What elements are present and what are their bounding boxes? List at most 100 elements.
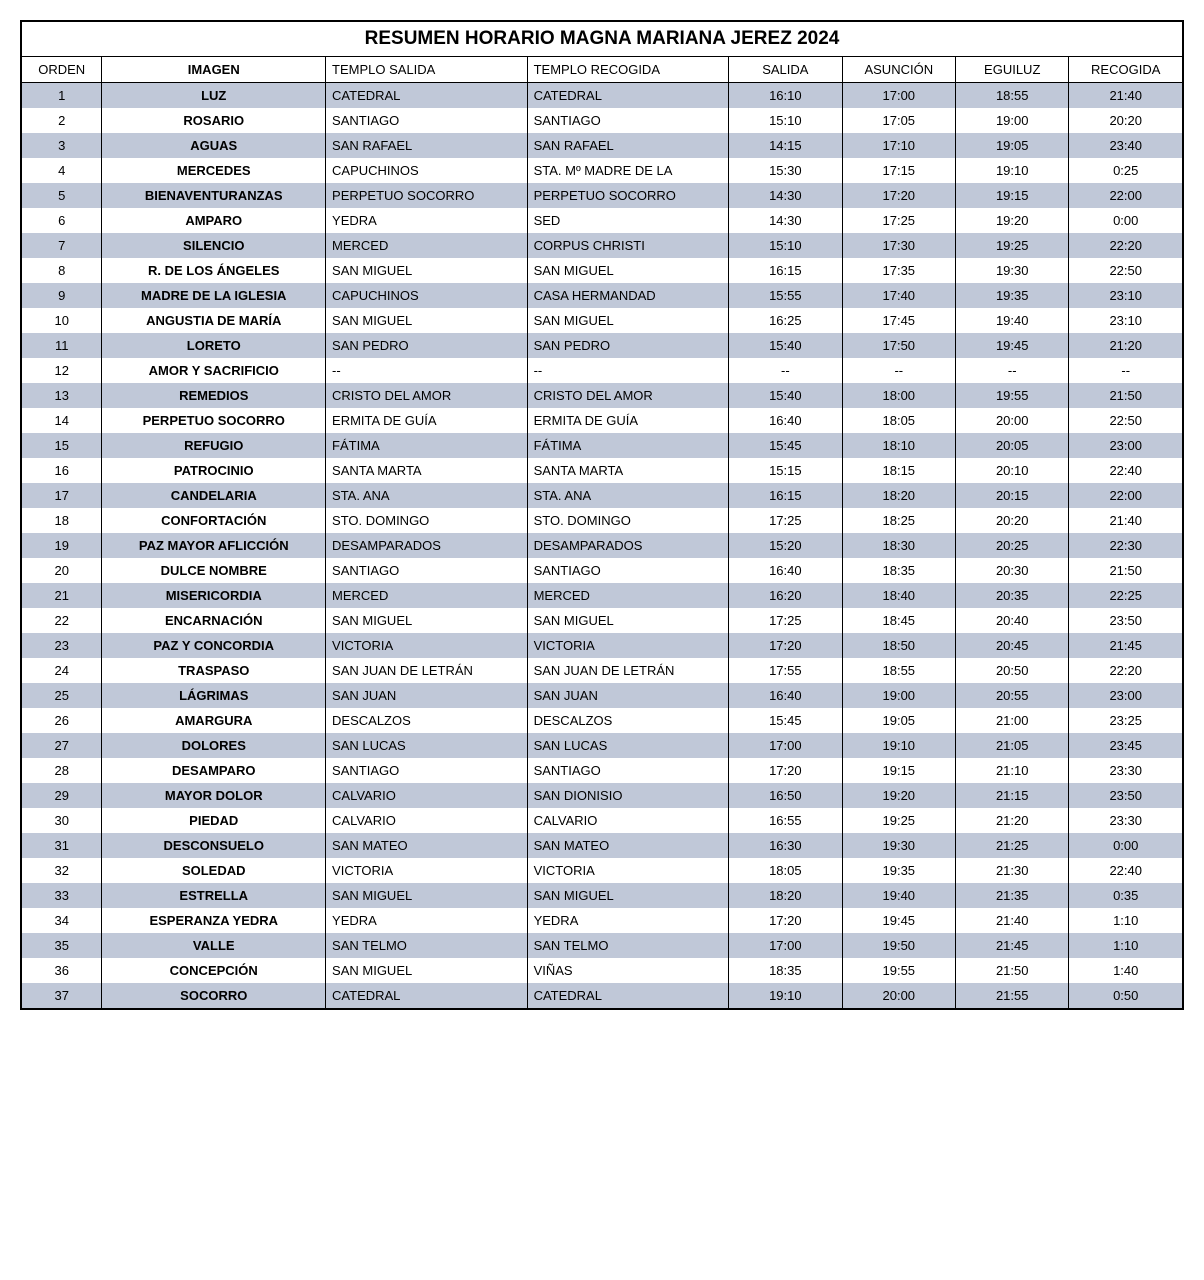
cell-templo-salida: SANTIAGO — [326, 758, 528, 783]
col-recogida: RECOGIDA — [1069, 57, 1183, 83]
cell-templo-salida: PERPETUO SOCORRO — [326, 183, 528, 208]
cell-recogida: 23:00 — [1069, 683, 1183, 708]
cell-templo-recogida: SANTIAGO — [527, 558, 729, 583]
cell-templo-salida: STO. DOMINGO — [326, 508, 528, 533]
cell-orden: 37 — [21, 983, 102, 1009]
cell-salida: 16:40 — [729, 408, 842, 433]
cell-salida: 16:20 — [729, 583, 842, 608]
cell-templo-recogida: DESAMPARADOS — [527, 533, 729, 558]
cell-eguiluz: 19:00 — [956, 108, 1069, 133]
cell-imagen: MADRE DE LA IGLESIA — [102, 283, 326, 308]
cell-imagen: LUZ — [102, 83, 326, 109]
table-row: 29MAYOR DOLORCALVARIOSAN DIONISIO16:5019… — [21, 783, 1183, 808]
cell-salida: 15:40 — [729, 333, 842, 358]
cell-salida: 17:55 — [729, 658, 842, 683]
cell-imagen: DESCONSUELO — [102, 833, 326, 858]
cell-imagen: ANGUSTIA DE MARÍA — [102, 308, 326, 333]
cell-salida: 17:25 — [729, 508, 842, 533]
cell-templo-recogida: VIÑAS — [527, 958, 729, 983]
cell-templo-salida: SAN MIGUEL — [326, 258, 528, 283]
cell-salida: 14:30 — [729, 208, 842, 233]
cell-recogida: 22:50 — [1069, 408, 1183, 433]
title-row: RESUMEN HORARIO MAGNA MARIANA JEREZ 2024 — [21, 21, 1183, 57]
table-row: 15REFUGIOFÁTIMAFÁTIMA15:4518:1020:0523:0… — [21, 433, 1183, 458]
cell-recogida: 1:10 — [1069, 933, 1183, 958]
cell-eguiluz: 19:05 — [956, 133, 1069, 158]
cell-templo-salida: SAN PEDRO — [326, 333, 528, 358]
cell-templo-recogida: VICTORIA — [527, 858, 729, 883]
col-templo-salida: TEMPLO SALIDA — [326, 57, 528, 83]
header-row: ORDEN IMAGEN TEMPLO SALIDA TEMPLO RECOGI… — [21, 57, 1183, 83]
cell-eguiluz: 21:05 — [956, 733, 1069, 758]
cell-templo-salida: SANTIAGO — [326, 108, 528, 133]
cell-recogida: 23:25 — [1069, 708, 1183, 733]
cell-templo-salida: YEDRA — [326, 208, 528, 233]
cell-asuncion: 18:45 — [842, 608, 955, 633]
cell-asuncion: 18:55 — [842, 658, 955, 683]
cell-templo-recogida: SAN PEDRO — [527, 333, 729, 358]
col-eguiluz: EGUILUZ — [956, 57, 1069, 83]
cell-orden: 22 — [21, 608, 102, 633]
cell-salida: 16:40 — [729, 683, 842, 708]
cell-templo-recogida: CASA HERMANDAD — [527, 283, 729, 308]
cell-templo-salida: MERCED — [326, 583, 528, 608]
cell-eguiluz: 21:55 — [956, 983, 1069, 1009]
cell-salida: 19:10 — [729, 983, 842, 1009]
table-row: 10ANGUSTIA DE MARÍASAN MIGUELSAN MIGUEL1… — [21, 308, 1183, 333]
document-container: RESUMEN HORARIO MAGNA MARIANA JEREZ 2024… — [20, 20, 1184, 1010]
cell-imagen: R. DE LOS ÁNGELES — [102, 258, 326, 283]
cell-orden: 3 — [21, 133, 102, 158]
col-imagen: IMAGEN — [102, 57, 326, 83]
table-row: 9MADRE DE LA IGLESIACAPUCHINOSCASA HERMA… — [21, 283, 1183, 308]
cell-orden: 8 — [21, 258, 102, 283]
cell-templo-recogida: SAN TELMO — [527, 933, 729, 958]
cell-salida: 15:55 — [729, 283, 842, 308]
cell-imagen: AGUAS — [102, 133, 326, 158]
cell-recogida: 22:40 — [1069, 458, 1183, 483]
cell-orden: 4 — [21, 158, 102, 183]
cell-salida: 17:20 — [729, 758, 842, 783]
cell-asuncion: 17:05 — [842, 108, 955, 133]
cell-templo-recogida: SANTIAGO — [527, 108, 729, 133]
cell-salida: 16:15 — [729, 258, 842, 283]
table-row: 6AMPAROYEDRASED14:3017:2519:200:00 — [21, 208, 1183, 233]
col-salida: SALIDA — [729, 57, 842, 83]
cell-imagen: DULCE NOMBRE — [102, 558, 326, 583]
cell-asuncion: 19:50 — [842, 933, 955, 958]
table-row: 35VALLESAN TELMOSAN TELMO17:0019:5021:45… — [21, 933, 1183, 958]
cell-templo-salida: VICTORIA — [326, 858, 528, 883]
cell-imagen: PAZ MAYOR AFLICCIÓN — [102, 533, 326, 558]
cell-salida: 16:40 — [729, 558, 842, 583]
cell-eguiluz: 20:25 — [956, 533, 1069, 558]
cell-salida: 15:10 — [729, 233, 842, 258]
cell-eguiluz: 20:00 — [956, 408, 1069, 433]
cell-imagen: VALLE — [102, 933, 326, 958]
cell-recogida: 1:10 — [1069, 908, 1183, 933]
cell-asuncion: 17:50 — [842, 333, 955, 358]
cell-orden: 13 — [21, 383, 102, 408]
cell-asuncion: 17:25 — [842, 208, 955, 233]
table-row: 2ROSARIOSANTIAGOSANTIAGO15:1017:0519:002… — [21, 108, 1183, 133]
cell-imagen: PATROCINIO — [102, 458, 326, 483]
table-row: 19PAZ MAYOR AFLICCIÓNDESAMPARADOSDESAMPA… — [21, 533, 1183, 558]
cell-eguiluz: 19:40 — [956, 308, 1069, 333]
cell-asuncion: 18:00 — [842, 383, 955, 408]
cell-templo-recogida: CRISTO DEL AMOR — [527, 383, 729, 408]
cell-templo-recogida: SANTA MARTA — [527, 458, 729, 483]
cell-orden: 17 — [21, 483, 102, 508]
cell-recogida: 23:45 — [1069, 733, 1183, 758]
cell-orden: 15 — [21, 433, 102, 458]
table-row: 25LÁGRIMASSAN JUANSAN JUAN16:4019:0020:5… — [21, 683, 1183, 708]
cell-orden: 34 — [21, 908, 102, 933]
col-templo-recogida: TEMPLO RECOGIDA — [527, 57, 729, 83]
cell-templo-recogida: SAN MIGUEL — [527, 883, 729, 908]
cell-salida: 16:25 — [729, 308, 842, 333]
cell-salida: -- — [729, 358, 842, 383]
cell-eguiluz: 21:20 — [956, 808, 1069, 833]
table-row: 28DESAMPAROSANTIAGOSANTIAGO17:2019:1521:… — [21, 758, 1183, 783]
table-row: 34ESPERANZA YEDRAYEDRAYEDRA17:2019:4521:… — [21, 908, 1183, 933]
cell-imagen: CONFORTACIÓN — [102, 508, 326, 533]
cell-templo-salida: SAN MIGUEL — [326, 308, 528, 333]
table-row: 17CANDELARIASTA. ANASTA. ANA16:1518:2020… — [21, 483, 1183, 508]
cell-imagen: SOCORRO — [102, 983, 326, 1009]
